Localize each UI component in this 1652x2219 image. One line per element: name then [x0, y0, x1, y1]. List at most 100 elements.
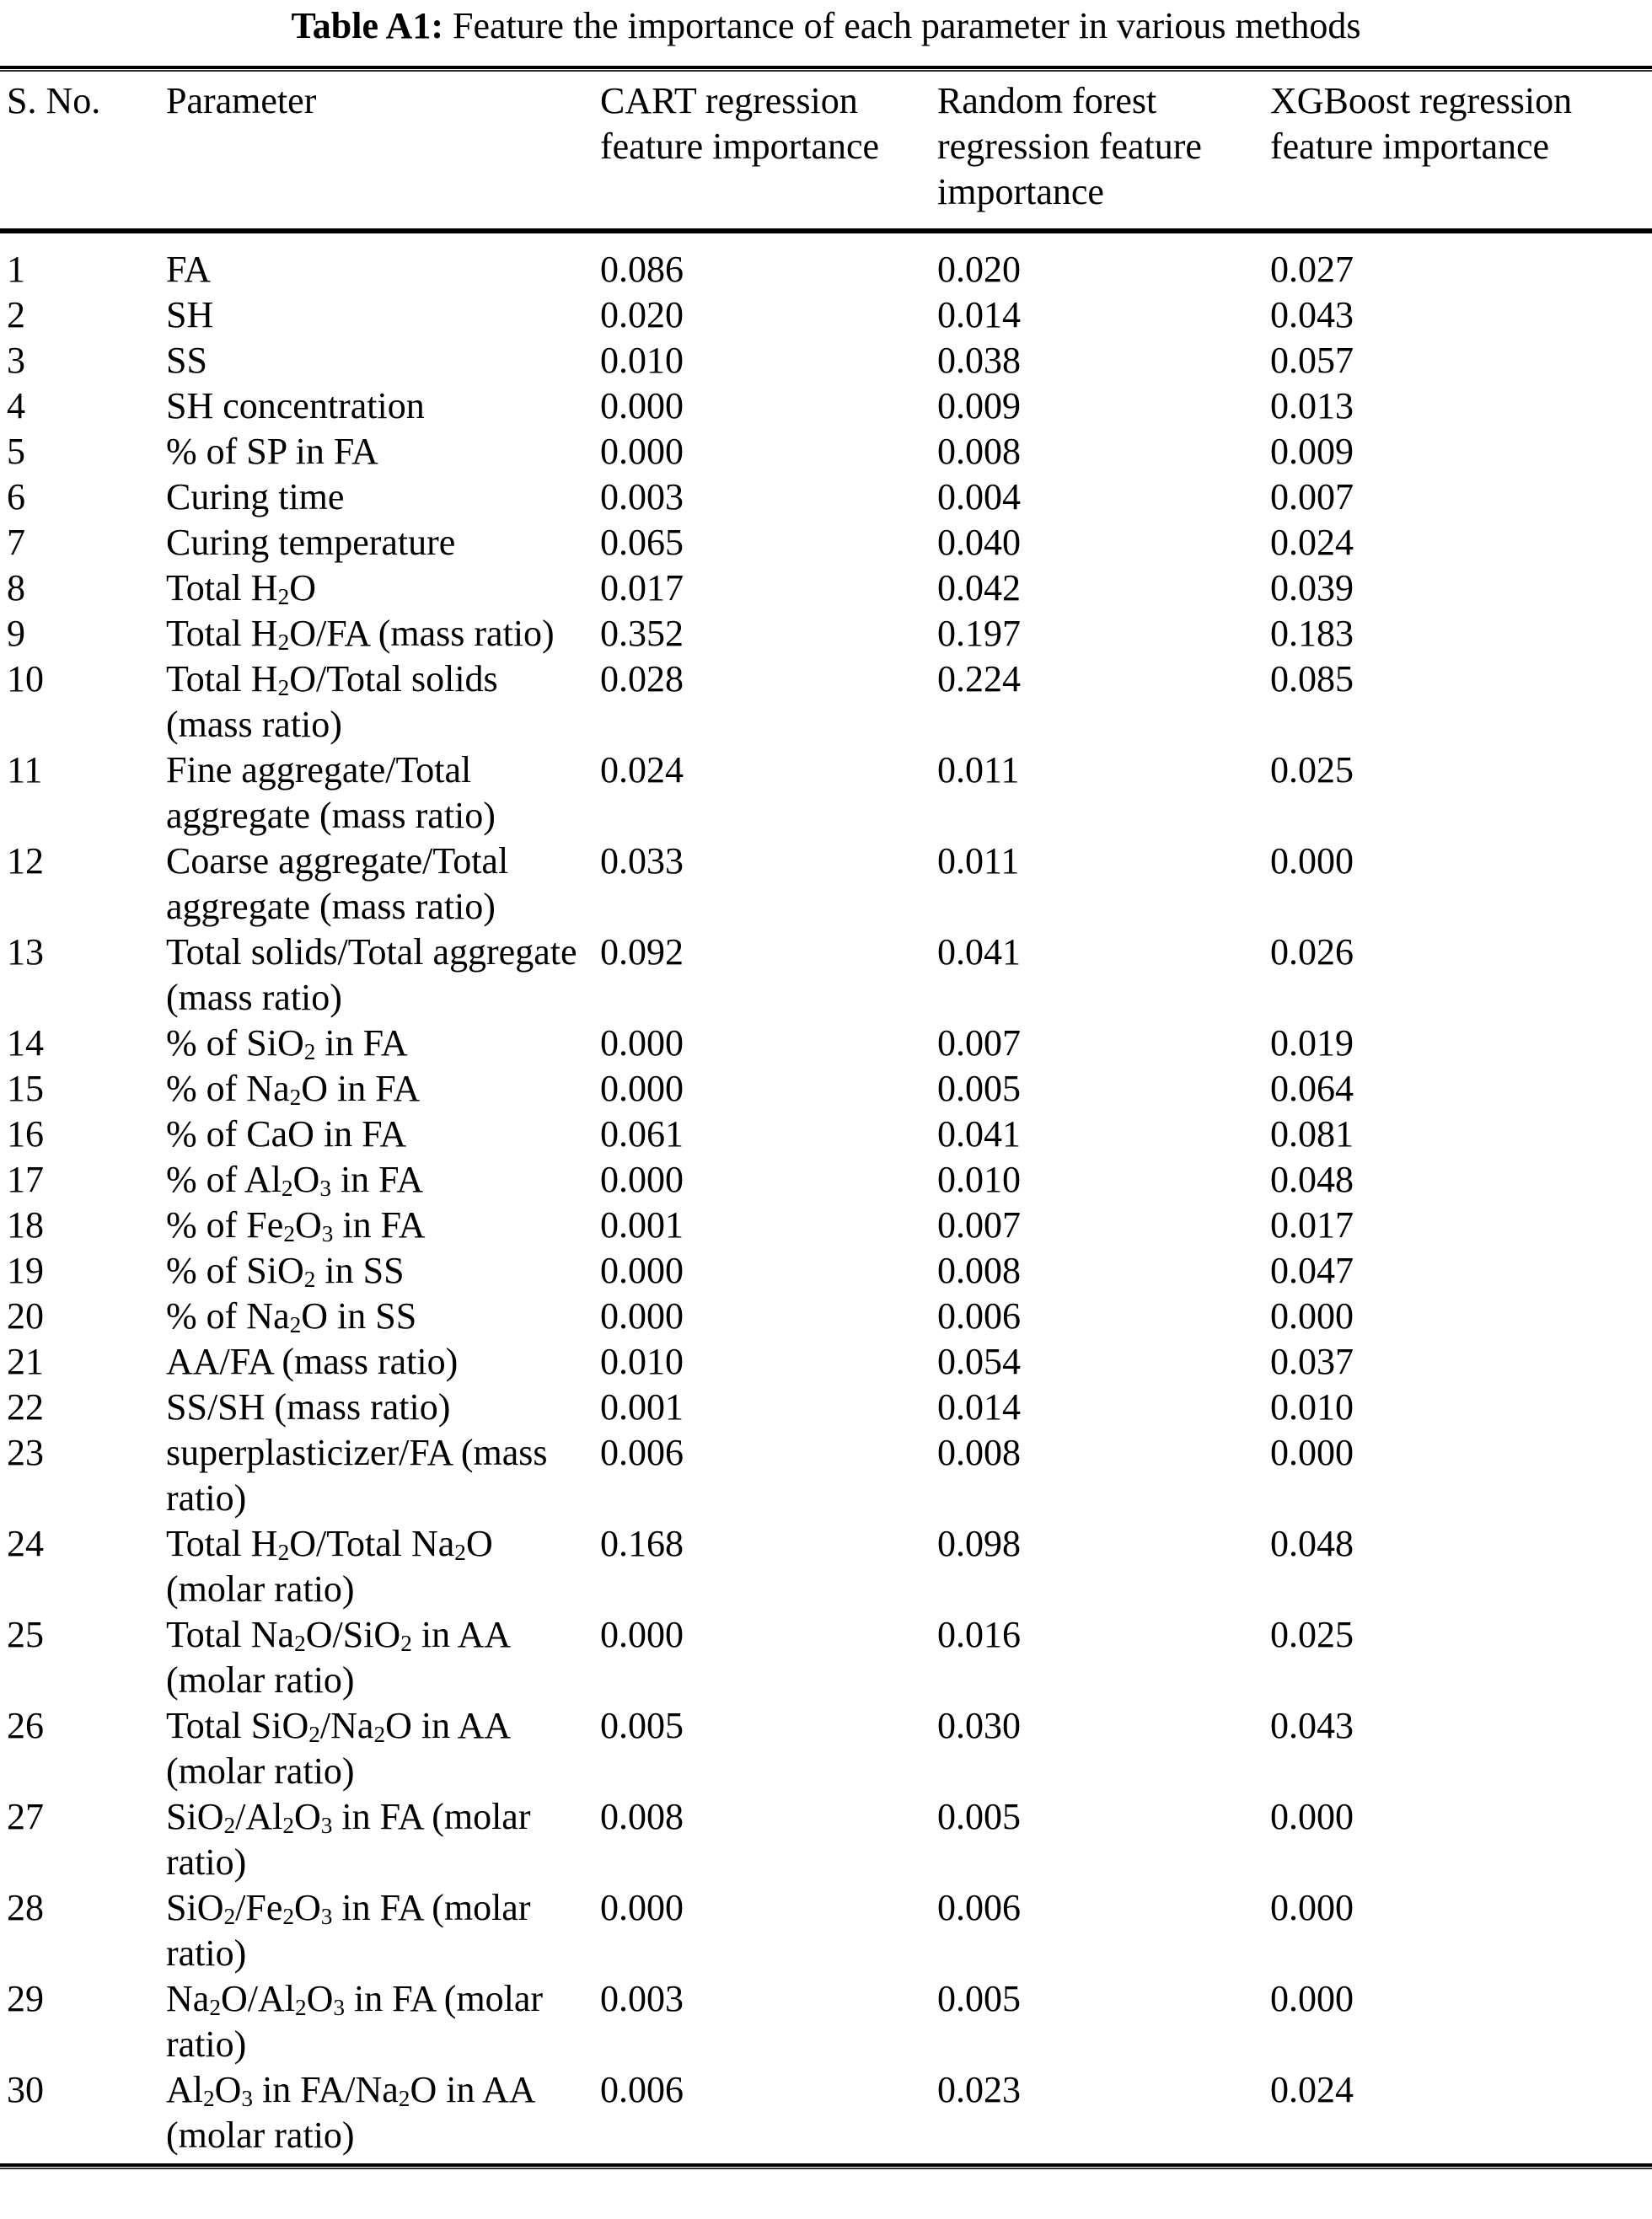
parameter-cell: Curing temperature: [166, 522, 456, 563]
parameter-cell: Total H2O/FA (mass ratio): [166, 613, 555, 655]
cart-value-cell: 0.065: [600, 522, 684, 563]
xgboost-value-cell: 0.027: [1270, 249, 1354, 290]
random-forest-value-cell: 0.041: [937, 1113, 1021, 1155]
parameter-cell: SiO2/Fe2O3 in FA (molar ratio): [166, 1887, 531, 1974]
xgboost-value-cell: 0.000: [1270, 1295, 1354, 1337]
serial-number-cell: 7: [7, 522, 25, 563]
xgboost-value-cell: 0.039: [1270, 567, 1354, 608]
parameter-cell: Total SiO2/Na2O in AA (molar ratio): [166, 1705, 509, 1792]
parameter-cell: % of Na2O in SS: [166, 1295, 417, 1337]
cart-value-cell: 0.000: [600, 385, 684, 426]
random-forest-value-cell: 0.004: [937, 476, 1021, 517]
serial-number-cell: 13: [7, 931, 44, 973]
cart-value-cell: 0.000: [600, 1159, 684, 1200]
header-parameter: Parameter: [166, 72, 600, 233]
parameter-cell: FA: [166, 249, 211, 290]
xgboost-value-cell: 0.048: [1270, 1523, 1354, 1564]
random-forest-value-cell: 0.011: [937, 840, 1020, 882]
xgboost-value-cell: 0.000: [1270, 1796, 1354, 1837]
table-row: 4 SH concentration 0.000 0.009 0.013: [0, 383, 1652, 429]
cart-value-cell: 0.092: [600, 931, 684, 973]
random-forest-value-cell: 0.014: [937, 1386, 1021, 1428]
random-forest-value-cell: 0.042: [937, 567, 1021, 608]
random-forest-value-cell: 0.008: [937, 1250, 1021, 1291]
table-row: 5 % of SP in FA 0.000 0.008 0.009: [0, 429, 1652, 474]
random-forest-value-cell: 0.006: [937, 1887, 1021, 1928]
cart-value-cell: 0.000: [600, 1250, 684, 1291]
cart-value-cell: 0.017: [600, 567, 684, 608]
serial-number-cell: 17: [7, 1159, 44, 1200]
parameter-cell: Coarse aggregate/Total aggregate (mass r…: [166, 840, 509, 927]
xgboost-value-cell: 0.025: [1270, 1614, 1354, 1655]
serial-number-cell: 26: [7, 1705, 44, 1746]
table-row: 11 Fine aggregate/Total aggregate (mass r…: [0, 748, 1652, 839]
bottom-rule: [0, 2163, 1652, 2169]
xgboost-value-cell: 0.024: [1270, 2069, 1354, 2110]
serial-number-cell: 20: [7, 1295, 44, 1337]
table-row: 16 % of CaO in FA 0.061 0.041 0.081: [0, 1112, 1652, 1157]
xgboost-value-cell: 0.085: [1270, 658, 1354, 699]
xgboost-value-cell: 0.043: [1270, 294, 1354, 335]
xgboost-value-cell: 0.064: [1270, 1068, 1354, 1109]
xgboost-value-cell: 0.048: [1270, 1159, 1354, 1200]
parameter-cell: % of SiO2 in FA: [166, 1022, 408, 1064]
cart-value-cell: 0.003: [600, 1978, 684, 2019]
serial-number-cell: 1: [7, 249, 25, 290]
cart-value-cell: 0.028: [600, 658, 684, 699]
random-forest-value-cell: 0.010: [937, 1159, 1021, 1200]
parameter-cell: Total solids/Total aggregate (mass ratio…: [166, 931, 577, 1018]
table-row: 1 FA 0.086 0.020 0.027: [0, 231, 1652, 292]
cart-value-cell: 0.000: [600, 1614, 684, 1655]
xgboost-value-cell: 0.081: [1270, 1113, 1354, 1155]
random-forest-value-cell: 0.006: [937, 1295, 1021, 1337]
table-row: 20 % of Na2O in SS 0.000 0.006 0.000: [0, 1294, 1652, 1339]
table-row: 3 SS 0.010 0.038 0.057: [0, 338, 1652, 383]
xgboost-value-cell: 0.009: [1270, 431, 1354, 472]
cart-value-cell: 0.006: [600, 1432, 684, 1473]
random-forest-value-cell: 0.023: [937, 2069, 1021, 2110]
serial-number-cell: 9: [7, 613, 25, 654]
parameter-cell: Total H2O/Total solids (mass ratio): [166, 658, 498, 745]
parameter-cell: Total Na2O/SiO2 in AA (molar ratio): [166, 1614, 509, 1701]
table-row: 14 % of SiO2 in FA 0.000 0.007 0.019: [0, 1021, 1652, 1066]
cart-value-cell: 0.001: [600, 1204, 684, 1246]
page-title: Table A1: Feature the importance of each…: [0, 3, 1652, 49]
header-cart: CART regression feature importance: [600, 72, 937, 233]
cart-value-cell: 0.010: [600, 1341, 684, 1382]
parameter-cell: % of Fe2O3 in FA: [166, 1204, 426, 1246]
xgboost-value-cell: 0.000: [1270, 1978, 1354, 2019]
cart-value-cell: 0.010: [600, 340, 684, 381]
cart-value-cell: 0.000: [600, 1068, 684, 1109]
table-row: 27 SiO2/Al2O3 in FA (molar ratio) 0.008 0.0…: [0, 1794, 1652, 1885]
cart-value-cell: 0.033: [600, 840, 684, 882]
parameter-cell: SiO2/Al2O3 in FA (molar ratio): [166, 1796, 531, 1883]
random-forest-value-cell: 0.009: [937, 385, 1021, 426]
table-row: 8 Total H2O 0.017 0.042 0.039: [0, 565, 1652, 611]
serial-number-cell: 2: [7, 294, 25, 335]
random-forest-value-cell: 0.005: [937, 1978, 1021, 2019]
table-row: 2 SH 0.020 0.014 0.043: [0, 292, 1652, 338]
parameter-cell: SH concentration: [166, 385, 425, 426]
header-random-forest: Random forest regression feature importa…: [937, 72, 1270, 233]
cart-value-cell: 0.024: [600, 749, 684, 791]
cart-value-cell: 0.168: [600, 1523, 684, 1564]
random-forest-value-cell: 0.030: [937, 1705, 1021, 1746]
cart-value-cell: 0.000: [600, 1295, 684, 1337]
random-forest-value-cell: 0.016: [937, 1614, 1021, 1655]
xgboost-value-cell: 0.010: [1270, 1386, 1354, 1428]
serial-number-cell: 12: [7, 840, 44, 882]
cart-value-cell: 0.086: [600, 249, 684, 290]
cart-value-cell: 0.003: [600, 476, 684, 517]
serial-number-cell: 3: [7, 340, 25, 381]
xgboost-value-cell: 0.024: [1270, 522, 1354, 563]
cart-value-cell: 0.006: [600, 2069, 684, 2110]
parameter-cell: SH: [166, 294, 214, 335]
xgboost-value-cell: 0.043: [1270, 1705, 1354, 1746]
table-row: 13 Total solids/Total aggregate (mass rat…: [0, 930, 1652, 1021]
table-body: 1 FA 0.086 0.020 0.027 2 SH 0.020 0.014 0.043 3 SS 0…: [0, 231, 1652, 2163]
xgboost-value-cell: 0.000: [1270, 1887, 1354, 1928]
cart-value-cell: 0.352: [600, 613, 684, 654]
parameter-cell: SS: [166, 340, 207, 381]
parameter-cell: Al2O3 in FA/Na2O in AA (molar ratio): [166, 2069, 534, 2156]
parameter-cell: % of Na2O in FA: [166, 1068, 421, 1110]
